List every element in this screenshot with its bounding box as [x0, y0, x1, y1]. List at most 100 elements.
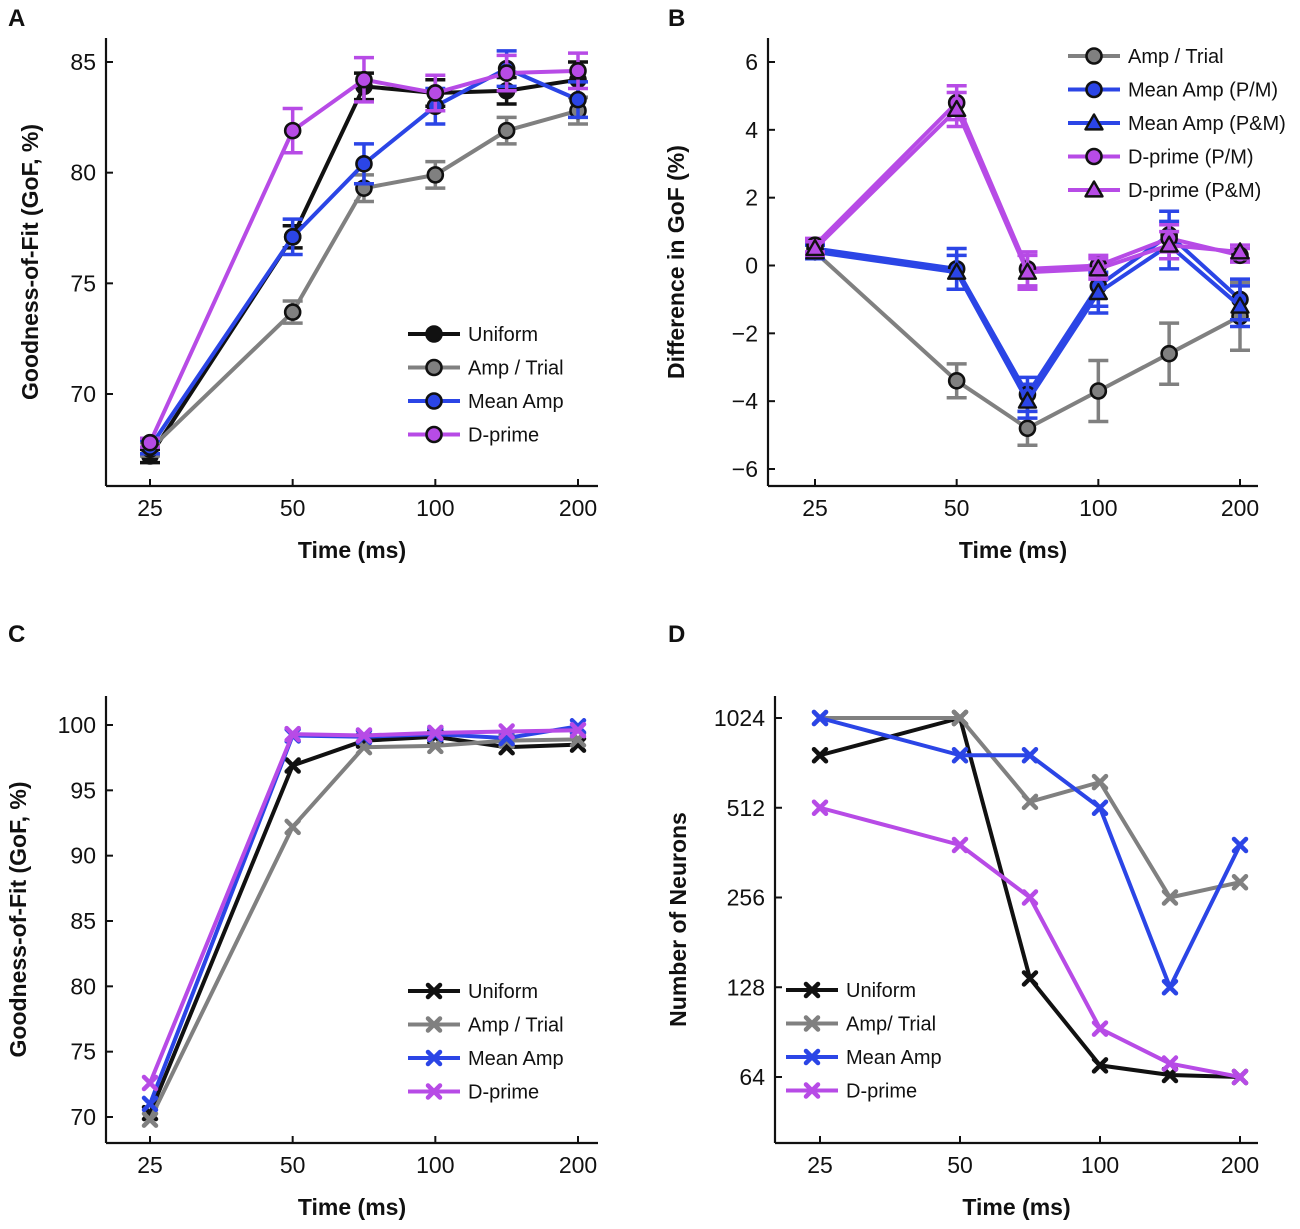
data-point	[1017, 262, 1038, 280]
data-point	[1231, 873, 1249, 891]
data-point	[946, 262, 967, 280]
legend: Uniform Amp / Trial Mean Amp D-prime	[408, 324, 564, 447]
series-line	[148, 108, 579, 451]
data-point	[141, 1074, 159, 1092]
legend-marker	[803, 1048, 821, 1066]
legend-label: Amp/ Trial	[846, 1014, 936, 1036]
series-line	[819, 805, 1241, 1079]
legend-label: Amp / Trial	[468, 1015, 564, 1037]
data-point	[951, 836, 969, 854]
data-point	[1230, 242, 1250, 260]
x-tick-label: 200	[1221, 495, 1259, 521]
y-tick-label: 256	[727, 885, 765, 911]
legend-marker	[1084, 113, 1104, 131]
legend-marker	[425, 1016, 443, 1033]
y-axis-title: Difference in GoF (%)	[663, 145, 689, 379]
panel-label: D	[668, 621, 685, 648]
series-mean-amp	[811, 709, 1249, 996]
legend-label: Mean Amp	[468, 391, 564, 413]
legend-marker	[425, 1083, 443, 1100]
data-point	[1231, 836, 1249, 854]
data-point	[1231, 1068, 1249, 1086]
data-point	[1159, 235, 1179, 253]
panel-c: C 25 50 100 200 70 75 80 85 90 95 100 Time (ms) Goodn…	[5, 621, 598, 1220]
data-point	[1021, 793, 1039, 811]
y-axis-title: Number of Neurons	[665, 812, 691, 1027]
x-tick-label: 100	[1079, 495, 1117, 521]
x-tick-label: 25	[807, 1152, 833, 1178]
legend-marker	[1084, 180, 1104, 198]
panel-d: D 25 50 100 200 64 128 256 512 1024 Time (ms) Numbe…	[665, 621, 1259, 1220]
data-point	[1161, 1066, 1179, 1084]
legend-label: D-prime	[468, 1082, 539, 1104]
y-tick-label: 70	[70, 381, 96, 407]
legend: Amp / Trial Mean Amp (P/M) Mean Amp (P&M) D…	[1068, 46, 1286, 202]
data-point	[355, 727, 373, 744]
data-point	[811, 709, 829, 727]
legend-marker	[425, 1049, 443, 1067]
y-tick-label: 70	[70, 1104, 96, 1130]
data-point	[1018, 419, 1037, 438]
data-point	[947, 372, 966, 390]
y-axis-title: Goodness-of-Fit (GoF, %)	[17, 124, 43, 400]
legend-marker	[1085, 147, 1103, 166]
data-point	[141, 433, 159, 452]
series-line	[814, 243, 1242, 404]
legend-marker	[1085, 80, 1103, 99]
series-amp-trial	[141, 731, 587, 1128]
legend-label: Amp / Trial	[468, 358, 564, 380]
series-d-prime	[141, 721, 587, 1092]
data-point	[426, 166, 445, 184]
legend-marker	[425, 358, 443, 377]
x-tick-label: 200	[559, 495, 597, 521]
data-point	[811, 747, 829, 764]
data-point	[1230, 296, 1250, 314]
series-d-prime-p-m-	[805, 90, 1250, 291]
y-tick-label: 512	[727, 795, 765, 821]
y-tick-label: 4	[745, 117, 758, 143]
x-tick-label: 25	[137, 1152, 163, 1178]
data-point	[427, 724, 444, 742]
data-point	[355, 155, 373, 173]
y-tick-label: 64	[739, 1064, 765, 1090]
data-point	[426, 84, 445, 102]
y-tick-label: −6	[732, 456, 758, 482]
legend-marker	[803, 1015, 821, 1032]
data-point	[569, 90, 587, 109]
legend-marker	[1085, 47, 1103, 65]
x-tick-label: 25	[802, 495, 828, 521]
data-point	[1017, 391, 1038, 409]
y-tick-label: 1024	[714, 705, 765, 731]
series-line	[148, 728, 579, 1084]
data-point	[498, 723, 515, 740]
data-point	[284, 818, 301, 836]
x-tick-label: 50	[280, 1152, 306, 1178]
data-point	[1161, 889, 1179, 906]
x-tick-label: 200	[559, 1152, 597, 1178]
panel-b: B 25 50 100 200 −6 −4 −2 0 2 4 6 Time (ms) Difference…	[663, 5, 1286, 563]
panel-label: C	[8, 621, 25, 648]
data-point	[497, 64, 516, 82]
data-point	[805, 238, 825, 257]
legend-marker	[425, 325, 443, 343]
data-point	[946, 99, 967, 118]
x-tick-label: 100	[416, 1152, 454, 1178]
y-axis-title: Goodness-of-Fit (GoF, %)	[5, 782, 31, 1058]
data-point	[141, 1095, 159, 1113]
data-point	[951, 709, 969, 727]
series-line	[820, 716, 1241, 900]
legend-marker	[803, 1082, 821, 1099]
data-point	[1088, 259, 1109, 277]
data-point	[283, 303, 302, 321]
data-point	[283, 121, 302, 140]
series-line	[819, 716, 1242, 990]
data-point	[1160, 344, 1178, 363]
y-tick-label: 0	[745, 253, 758, 279]
legend-label: Amp / Trial	[1128, 46, 1224, 68]
data-point	[283, 228, 302, 246]
panel-a: A 25 50 100 200 70 75 80 85 Time (ms) Goodness-of-…	[8, 5, 598, 563]
y-tick-label: −2	[732, 320, 758, 346]
series-line	[813, 100, 1241, 271]
y-tick-label: 80	[70, 160, 96, 186]
data-point	[1091, 799, 1109, 816]
